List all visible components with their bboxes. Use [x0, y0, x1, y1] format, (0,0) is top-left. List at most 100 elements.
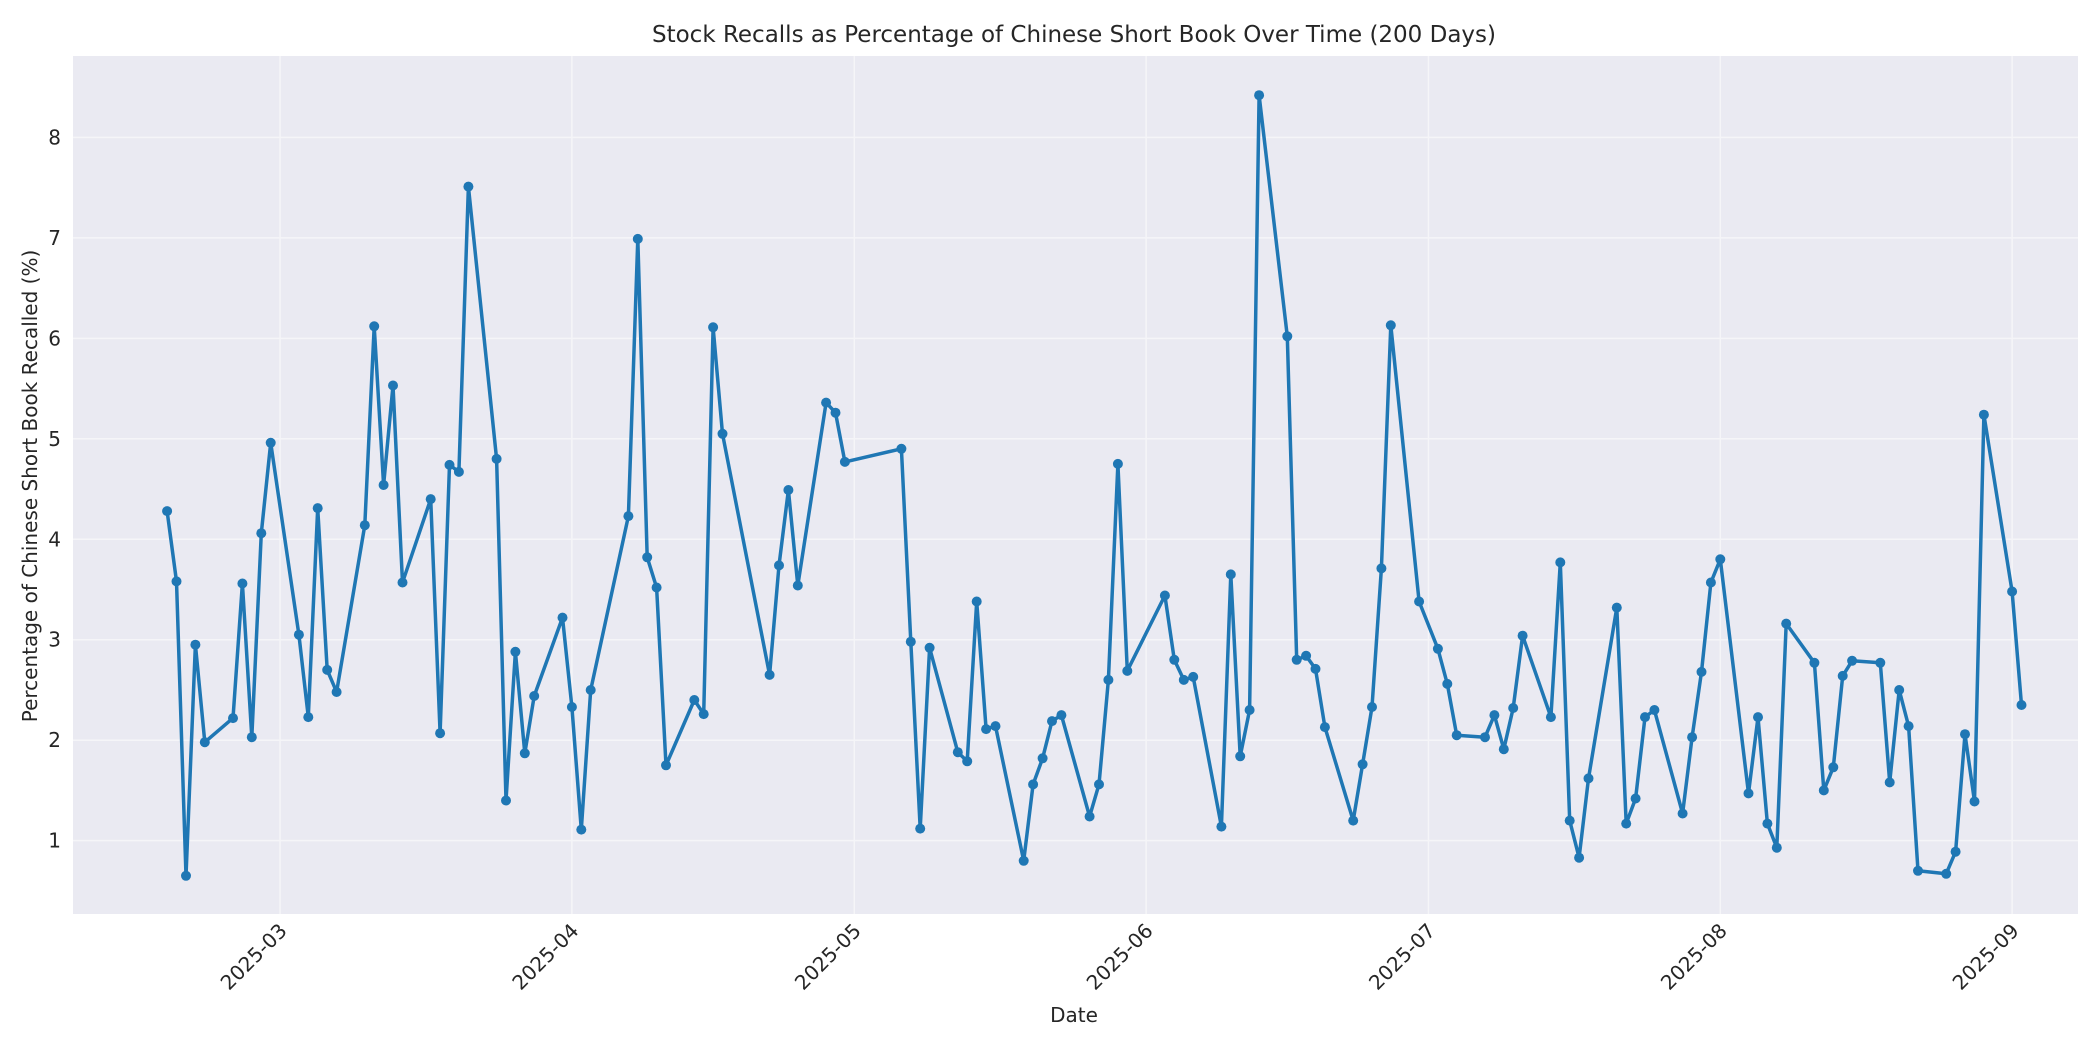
data-point — [1950, 846, 1961, 857]
y-gridlines — [73, 136, 2078, 842]
data-point — [1762, 818, 1773, 829]
data-point — [1903, 721, 1914, 732]
data-point — [1545, 712, 1556, 723]
y-axis-ticks: 1 2 3 4 5 6 7 8 — [48, 125, 61, 852]
data-point — [689, 695, 700, 705]
data-point — [1715, 554, 1726, 565]
data-point — [529, 691, 540, 701]
data-point — [1498, 744, 1509, 755]
data-point — [651, 582, 662, 593]
data-point — [1225, 569, 1236, 580]
data-point — [557, 612, 568, 623]
data-point — [1159, 590, 1170, 601]
data-point — [453, 466, 464, 477]
data-point — [1611, 602, 1622, 613]
data-point — [1432, 643, 1443, 654]
data-point — [924, 642, 935, 653]
data-point — [1818, 785, 1829, 796]
data-point — [1809, 657, 1820, 668]
data-point — [519, 748, 530, 759]
data-point — [1348, 815, 1359, 826]
data-point — [1828, 762, 1839, 773]
data-point — [1376, 563, 1387, 574]
data-point — [246, 732, 257, 743]
data-point — [1564, 815, 1575, 826]
data-point — [990, 721, 1001, 732]
data-point — [435, 728, 446, 739]
data-point — [764, 669, 775, 680]
chart-title: Stock Recalls as Percentage of Chinese S… — [652, 22, 1496, 48]
plot-area — [73, 56, 2078, 914]
data-point — [1621, 818, 1632, 829]
data-point — [388, 380, 398, 391]
data-point — [312, 503, 323, 514]
data-point — [971, 596, 982, 607]
y-tick-label: 5 — [48, 427, 61, 451]
data-point — [792, 580, 803, 591]
data-point — [501, 795, 511, 806]
data-point — [1875, 657, 1886, 668]
data-point — [1969, 796, 1980, 807]
y-tick-label: 3 — [48, 628, 61, 652]
data-point — [1084, 811, 1095, 822]
data-point — [1913, 865, 1923, 876]
data-point — [1028, 779, 1039, 790]
data-point — [256, 528, 267, 539]
y-tick-label: 8 — [48, 125, 61, 149]
data-point — [463, 181, 474, 192]
data-point — [623, 511, 634, 522]
data-point — [830, 407, 841, 418]
data-point — [896, 443, 907, 454]
data-point — [1235, 751, 1246, 762]
data-point — [1941, 868, 1952, 879]
data-point — [1254, 90, 1265, 101]
data-point — [2007, 586, 2018, 597]
data-point — [1367, 702, 1377, 712]
data-point — [1244, 705, 1255, 715]
data-point — [566, 702, 577, 712]
data-point — [1847, 655, 1858, 666]
data-point — [491, 453, 502, 464]
data-point — [322, 664, 333, 675]
x-axis-label: Date — [1050, 1003, 1098, 1027]
data-point — [661, 760, 671, 771]
data-point — [981, 724, 992, 735]
data-point — [444, 459, 455, 470]
data-point — [1894, 685, 1905, 695]
data-point — [1771, 842, 1782, 853]
data-point — [190, 639, 201, 650]
data-point — [171, 576, 182, 587]
data-point — [1056, 710, 1067, 721]
data-point — [303, 712, 314, 723]
data-point — [774, 560, 784, 571]
data-point — [228, 713, 238, 724]
data-point — [1640, 712, 1650, 723]
data-point — [1574, 852, 1585, 863]
data-point — [2016, 700, 2027, 710]
data-point — [1555, 557, 1566, 568]
data-point — [181, 870, 191, 881]
data-point — [1960, 729, 1970, 740]
data-point — [1517, 630, 1528, 641]
data-point — [1743, 788, 1754, 799]
data-point — [1282, 331, 1293, 342]
data-point — [1705, 577, 1716, 588]
data-point — [1442, 678, 1453, 689]
data-point — [1301, 650, 1312, 661]
data-point — [905, 636, 916, 647]
data-point — [369, 321, 380, 332]
data-point — [1319, 722, 1330, 733]
data-point — [265, 437, 276, 448]
data-point — [293, 629, 304, 640]
y-tick-label: 7 — [48, 226, 61, 250]
data-point — [199, 737, 210, 748]
data-point — [1508, 703, 1519, 713]
data-point — [1451, 730, 1462, 741]
data-point — [162, 506, 173, 517]
data-point — [1781, 618, 1792, 629]
data-point — [839, 456, 850, 467]
data-point — [962, 756, 973, 767]
y-tick-label: 4 — [48, 527, 61, 551]
